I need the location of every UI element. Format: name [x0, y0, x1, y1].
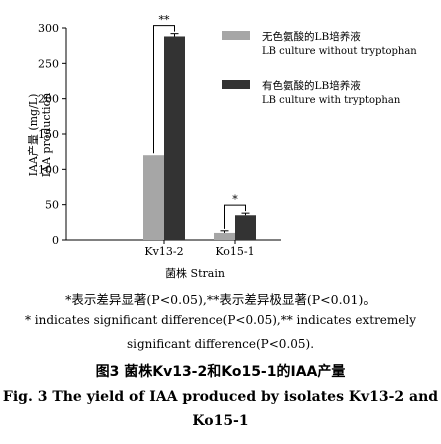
bar-Ko15-1-series-2	[235, 215, 256, 240]
legend-label-en-series-2: LB culture with tryptophan	[262, 95, 401, 106]
significance-marker: *	[232, 193, 238, 206]
y-tick-label: 300	[38, 22, 59, 35]
figure-caption-cn: 图3 菌株Kv13-2和Ko15-1的IAA产量	[95, 364, 346, 380]
significance-note-en-line1: * indicates significant difference(P<0.0…	[24, 313, 417, 327]
legend-label-en-series-1: LB culture without tryptophan	[262, 46, 417, 57]
y-axis-label-en: IAA production	[40, 93, 53, 178]
significance-note-cn: *表示差异显著(P<0.05),**表示差异极显著(P<0.01)。	[65, 292, 376, 307]
bar-Kv13-2-series-1	[143, 155, 164, 240]
legend-swatch-series-2	[222, 80, 250, 89]
significance-marker: **	[159, 14, 171, 27]
x-tick-label: Ko15-1	[215, 245, 254, 258]
bar-Ko15-1-series-1	[214, 232, 235, 240]
y-tick-label: 150	[38, 128, 59, 141]
significance-note-en-line2: significant difference(P<0.05).	[126, 337, 315, 351]
chart-bars: ***	[143, 14, 256, 241]
y-tick-label: 200	[38, 93, 59, 106]
legend-swatch-series-1	[222, 31, 250, 40]
x-axis-ticks: Kv13-2 Ko15-1	[144, 240, 255, 258]
chart-legend: 无色氨酸的LB培养液 LB culture without tryptophan 有…	[222, 30, 417, 106]
x-axis-label: 菌株 Strain	[165, 266, 225, 280]
y-axis-ticks: 0 50 100 150 200 250 300	[38, 22, 66, 247]
y-tick-label: 100	[38, 163, 59, 176]
x-tick-label: Kv13-2	[144, 245, 183, 258]
y-axis-label-cn: IAA产量 (mg/L)	[26, 94, 40, 177]
significance-bracket	[224, 204, 246, 229]
y-tick-label: 0	[52, 234, 59, 247]
legend-label-cn-series-2: 有色氨酸的LB培养液	[262, 79, 361, 92]
legend-label-cn-series-1: 无色氨酸的LB培养液	[262, 30, 361, 43]
significance-bracket	[153, 25, 175, 154]
y-tick-label: 50	[45, 199, 59, 212]
figure-caption-en-line2: Ko15-1	[192, 413, 249, 429]
y-tick-label: 250	[38, 57, 59, 70]
figure-caption-en-line1: Fig. 3 The yield of IAA produced by isol…	[2, 389, 439, 405]
bar-Kv13-2-series-2	[164, 36, 185, 241]
